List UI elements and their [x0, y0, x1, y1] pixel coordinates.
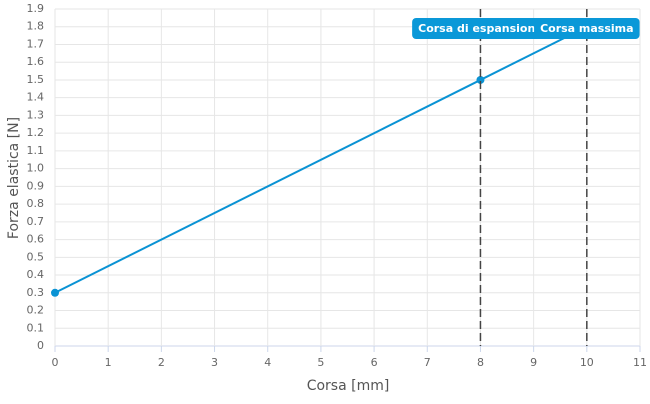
- x-tick-label: 10: [580, 356, 594, 369]
- annotation-label: Corsa massima: [540, 22, 634, 35]
- x-tick-label: 3: [211, 356, 218, 369]
- y-tick-label: 0.3: [27, 286, 45, 299]
- y-tick-label: 0.2: [27, 304, 45, 317]
- y-tick-label: 1.3: [27, 108, 45, 121]
- y-tick-label: 1.5: [27, 73, 45, 86]
- y-tick-label: 1.0: [27, 162, 45, 175]
- y-tick-label: 0.9: [27, 179, 45, 192]
- annotation-label: Corsa di espansione: [418, 22, 543, 35]
- y-tick-label: 1.7: [27, 37, 45, 50]
- x-tick-label: 4: [264, 356, 271, 369]
- x-tick-label: 7: [424, 356, 431, 369]
- y-tick-label: 0.1: [27, 321, 45, 334]
- annotation-badge: [534, 18, 640, 39]
- annotation-badge: [412, 18, 549, 39]
- x-tick-label: 2: [158, 356, 165, 369]
- x-tick-label: 8: [477, 356, 484, 369]
- y-tick-label: 1.4: [27, 91, 45, 104]
- point-marker: [51, 288, 59, 297]
- x-axis-title: Corsa [mm]: [307, 378, 390, 394]
- y-tick-label: 0.6: [27, 233, 45, 246]
- y-tick-label: 1.6: [27, 55, 45, 68]
- y-tick-label: 0.7: [27, 215, 45, 228]
- y-tick-label: 0: [37, 339, 44, 352]
- y-tick-label: 0.5: [27, 250, 45, 263]
- x-tick-label: 0: [52, 356, 59, 369]
- y-tick-label: 1.2: [27, 126, 45, 139]
- y-tick-label: 0.8: [27, 197, 45, 210]
- x-tick-label: 1: [105, 356, 112, 369]
- y-tick-label: 1.1: [27, 144, 45, 157]
- x-tick-label: 6: [371, 356, 378, 369]
- y-tick-label: 0.4: [27, 268, 45, 281]
- x-tick-label: 5: [317, 356, 324, 369]
- point-marker: [476, 75, 485, 84]
- x-tick-label: 9: [530, 356, 537, 369]
- x-tick-label: 11: [633, 356, 647, 369]
- y-tick-label: 1.8: [27, 20, 45, 33]
- y-axis-title: Forza elastica [N]: [6, 117, 22, 239]
- y-tick-label: 1.9: [27, 2, 45, 15]
